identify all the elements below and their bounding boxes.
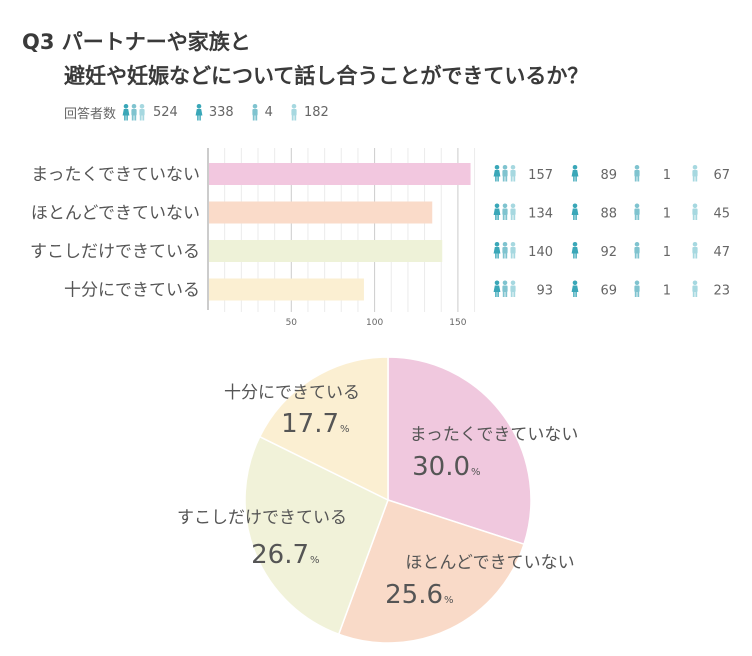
breakdown-value: 89 <box>600 168 617 183</box>
breakdown-value: 1 <box>663 168 671 183</box>
bar <box>209 278 364 301</box>
people-group-icon <box>493 242 516 259</box>
total-female-value: 338 <box>208 105 234 120</box>
bar-row: 十分にできている 93 69 1 23 <box>64 278 730 301</box>
breakdown-value: 157 <box>528 168 553 183</box>
bar-category-label: ほとんどできていない <box>31 204 200 224</box>
breakdown-value: 45 <box>713 207 730 222</box>
x-tick-label: 150 <box>449 318 466 328</box>
breakdown-value: 93 <box>536 284 553 299</box>
breakdown-value: 23 <box>713 284 730 299</box>
pie-category-label: まったくできていない <box>410 425 579 445</box>
male-icon <box>634 242 640 259</box>
breakdown-value: 69 <box>600 284 617 299</box>
pie-label: 十分にできている 17.7% <box>224 383 360 439</box>
pie-percentage-value: 17.7 <box>281 409 339 439</box>
bar <box>209 240 443 262</box>
male-icon <box>634 280 640 297</box>
total-all: 524 <box>122 103 178 122</box>
other-person-icon <box>692 280 698 297</box>
people-group-icon <box>493 280 516 297</box>
male-icon <box>634 165 640 182</box>
breakdown-value: 88 <box>600 207 617 222</box>
female-icon <box>195 103 203 120</box>
bar-row: ほとんどできていない 134 88 1 45 <box>31 201 730 224</box>
female-icon <box>571 203 579 220</box>
breakdown-value: 134 <box>528 207 553 222</box>
breakdown-value: 1 <box>663 207 671 222</box>
x-tick-label: 50 <box>286 318 298 328</box>
bar-category-label: まったくできていない <box>31 165 200 185</box>
bar-category-label: すこしだけできている <box>30 242 200 262</box>
bar-row: まったくできていない 157 89 1 67 <box>31 163 730 185</box>
breakdown-value: 47 <box>713 245 730 260</box>
chart-title-line-1: Q3 パートナーや家族と <box>22 30 251 54</box>
pie-percent-sign: % <box>310 555 320 566</box>
respondent-count-label: 回答者数 <box>64 107 117 122</box>
pie-percent-sign: % <box>444 595 454 606</box>
pie <box>244 356 532 644</box>
pie-label: まったくできていない 30.0% <box>410 425 579 482</box>
pie-label: すこしだけできている 26.7% <box>177 508 347 570</box>
breakdown-value: 67 <box>713 168 730 183</box>
people-group-icon <box>122 103 145 120</box>
pie-label: ほとんどできていない 25.6% <box>385 553 574 610</box>
pie-percentage-value: 30.0 <box>412 452 470 482</box>
people-group-icon <box>493 203 516 220</box>
pie-category-label: すこしだけできている <box>177 508 347 528</box>
other-person-icon <box>692 242 698 259</box>
bar <box>209 163 471 185</box>
breakdown-value: 1 <box>663 245 671 260</box>
bar-category-label: 十分にできている <box>64 281 200 301</box>
female-icon <box>571 242 579 259</box>
total-other: 182 <box>289 103 329 122</box>
pie-slice <box>258 356 389 502</box>
breakdown-value: 140 <box>528 245 553 260</box>
female-icon <box>571 165 579 182</box>
total-male-value: 4 <box>264 105 273 120</box>
pie-percentage-value: 25.6 <box>385 580 443 610</box>
total-female: 338 <box>194 103 234 122</box>
breakdown-value: 92 <box>600 245 617 260</box>
pie-slice <box>337 499 525 644</box>
people-group-icon <box>493 165 516 182</box>
breakdown-value: 1 <box>663 284 671 299</box>
bar-row: すこしだけできている 140 92 1 47 <box>30 240 730 262</box>
x-tick-label: 100 <box>366 318 383 328</box>
pie-percentage-value: 26.7 <box>251 540 309 570</box>
female-icon <box>571 280 579 297</box>
pie-percent-sign: % <box>340 424 350 435</box>
respondent-totals: 回答者数 524 338 4 182 <box>64 103 345 122</box>
chart-title-line-2: 避妊や妊娠などについて話し合うことができているか？ <box>64 64 589 88</box>
total-other-value: 182 <box>303 105 329 120</box>
male-icon <box>634 203 640 220</box>
pie-slice <box>244 435 389 636</box>
other-person-icon <box>692 165 698 182</box>
bar <box>209 201 433 224</box>
male-icon <box>252 103 258 120</box>
pie-category-label: ほとんどできていない <box>405 553 574 573</box>
other-person-icon <box>692 203 698 220</box>
other-person-icon <box>291 103 297 120</box>
total-male: 4 <box>250 103 273 122</box>
total-all-value: 524 <box>153 105 178 120</box>
pie-percent-sign: % <box>471 467 481 478</box>
pie-category-label: 十分にできている <box>224 383 360 403</box>
pie-slice <box>387 356 532 546</box>
